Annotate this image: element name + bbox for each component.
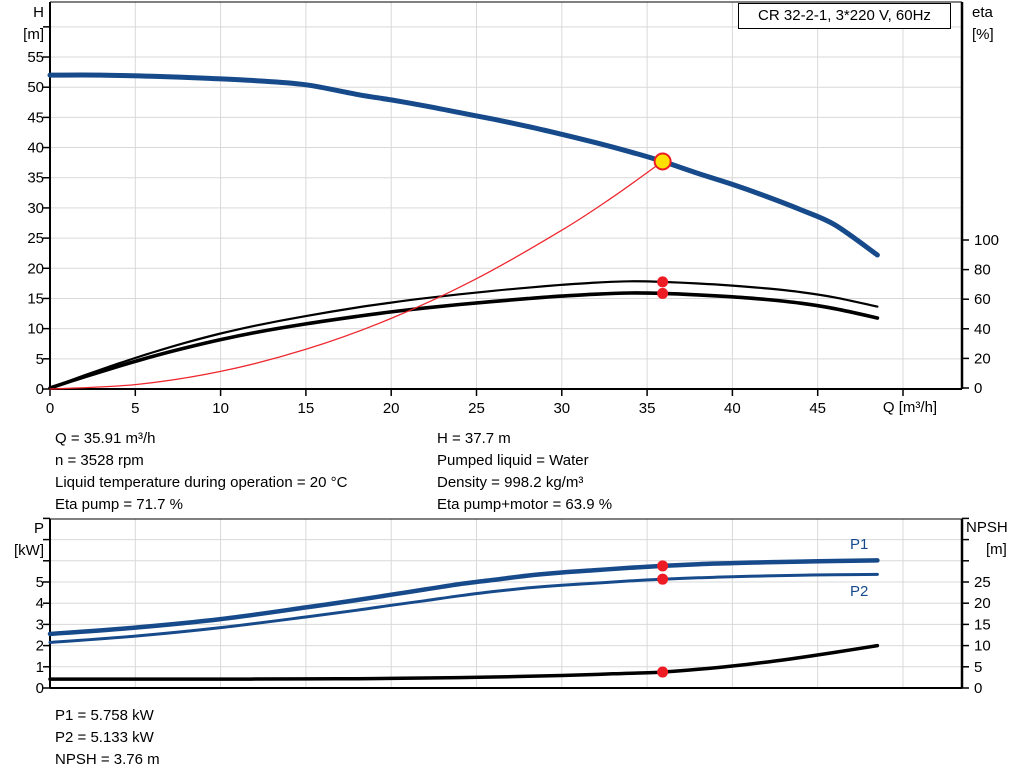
tick-label: 0 <box>36 381 44 398</box>
tick-label: 0 <box>974 380 982 397</box>
bottom-left-axis-label: P <box>33 520 44 537</box>
info-flow: Q = 35.91 m³/h <box>55 430 156 447</box>
power-chart-gridlines <box>50 519 962 688</box>
tick-label: 40 <box>974 321 991 338</box>
pump-title-box: CR 32-2-1, 3*220 V, 60Hz <box>738 3 951 29</box>
eta-pump-curve <box>48 280 879 390</box>
info-eta-pump: Eta pump = 71.7 % <box>55 496 183 513</box>
tick-label: 30 <box>553 400 570 417</box>
bottom-right-axis-unit: [m] <box>986 541 1007 558</box>
tick-label: 0 <box>46 400 54 417</box>
tick-label: 15 <box>298 400 315 417</box>
x-axis-label: Q [m³/h] <box>882 399 938 416</box>
tick-label: 35 <box>639 400 656 417</box>
tick-label: 80 <box>974 262 991 279</box>
tick-label: 25 <box>974 574 991 591</box>
p2-curve-label: P2 <box>850 583 869 600</box>
tick-label: 20 <box>383 400 400 417</box>
tick-label: 3 <box>36 616 44 633</box>
tick-label: 5 <box>974 659 982 676</box>
top-left-axis-unit: [m] <box>23 26 44 43</box>
bottom-left-axis-unit: [kW] <box>14 542 44 559</box>
tick-label: 40 <box>27 140 44 157</box>
tick-label: 25 <box>468 400 485 417</box>
tick-label: 2 <box>36 638 44 655</box>
hq-chart-curves <box>47 72 880 390</box>
tick-label: 0 <box>36 680 44 697</box>
tick-label: 20 <box>27 260 44 277</box>
top-right-axis-unit: [%] <box>972 26 994 43</box>
operating-point-markers <box>653 152 672 678</box>
top-right-axis-label: eta <box>972 4 993 21</box>
npsh-curve <box>48 643 880 681</box>
hq-chart-axes: 0 5 10 15 20 25 30 35 40 45 50 55 0 20 40 60 80 100 0 5 10 15… <box>27 1 999 417</box>
info-liquid: Pumped liquid = Water <box>437 452 589 469</box>
info-block-left: Q = 35.91 m³/h n = 3528 rpm Liquid tempe… <box>55 428 347 516</box>
info-p2: P2 = 5.133 kW <box>55 729 154 746</box>
bottom-right-axis-label: NPSH <box>966 519 1008 536</box>
tick-label: 5 <box>131 400 139 417</box>
tick-label: 30 <box>27 200 44 217</box>
tick-label: 10 <box>27 321 44 338</box>
tick-label: 5 <box>36 574 44 591</box>
tick-label: 10 <box>212 400 229 417</box>
tick-label: 25 <box>27 230 44 247</box>
power-chart-curves <box>47 558 880 681</box>
tick-label: 20 <box>974 595 991 612</box>
tick-label: 5 <box>36 351 44 368</box>
tick-label: 45 <box>809 400 826 417</box>
eta-pump-duty-point <box>657 276 669 288</box>
info-head: H = 37.7 m <box>437 430 511 447</box>
info-speed: n = 3528 rpm <box>55 452 144 469</box>
p2-duty-point <box>657 573 669 585</box>
npsh-duty-point <box>657 666 669 678</box>
info-block-bottom: P1 = 5.758 kW P2 = 5.133 kW NPSH = 3.76 … <box>55 705 160 771</box>
info-temperature: Liquid temperature during operation = 20… <box>55 474 348 491</box>
tick-label: 60 <box>974 291 991 308</box>
p1-duty-point <box>657 560 669 572</box>
tick-label: 4 <box>36 595 44 612</box>
hq-duty-point <box>653 152 672 171</box>
info-eta-pump-motor: Eta pump+motor = 63.9 % <box>437 496 613 513</box>
tick-label: 55 <box>27 49 44 66</box>
p1-curve <box>47 558 880 637</box>
h-curve <box>47 72 880 258</box>
power-chart-axes: 0 1 2 3 4 5 0 5 10 15 20 25 <box>36 517 991 697</box>
info-block-right: H = 37.7 m Pumped liquid = Water Density… <box>437 428 612 516</box>
tick-label: 45 <box>27 109 44 126</box>
tick-label: 20 <box>974 350 991 367</box>
system-resistance-curve-curve <box>49 160 664 390</box>
tick-label: 10 <box>974 638 991 655</box>
info-npsh: NPSH = 3.76 m <box>55 751 160 768</box>
p1-curve-label: P1 <box>850 536 869 553</box>
tick-label: 15 <box>974 616 991 633</box>
eta-pump+motor-curve <box>48 291 880 390</box>
tick-label: 100 <box>974 232 999 249</box>
p2-curve <box>48 572 879 644</box>
hq-chart-gridlines <box>50 2 962 389</box>
eta-pump-motor-duty-point <box>657 287 669 299</box>
tick-label: 15 <box>27 290 44 307</box>
tick-label: 50 <box>27 79 44 96</box>
info-density: Density = 998.2 kg/m³ <box>437 474 584 491</box>
tick-label: 40 <box>724 400 741 417</box>
tick-label: 1 <box>36 659 44 676</box>
tick-label: 0 <box>974 680 982 697</box>
top-left-axis-label: H <box>33 4 44 21</box>
tick-label: 35 <box>27 170 44 187</box>
info-p1: P1 = 5.758 kW <box>55 707 154 724</box>
